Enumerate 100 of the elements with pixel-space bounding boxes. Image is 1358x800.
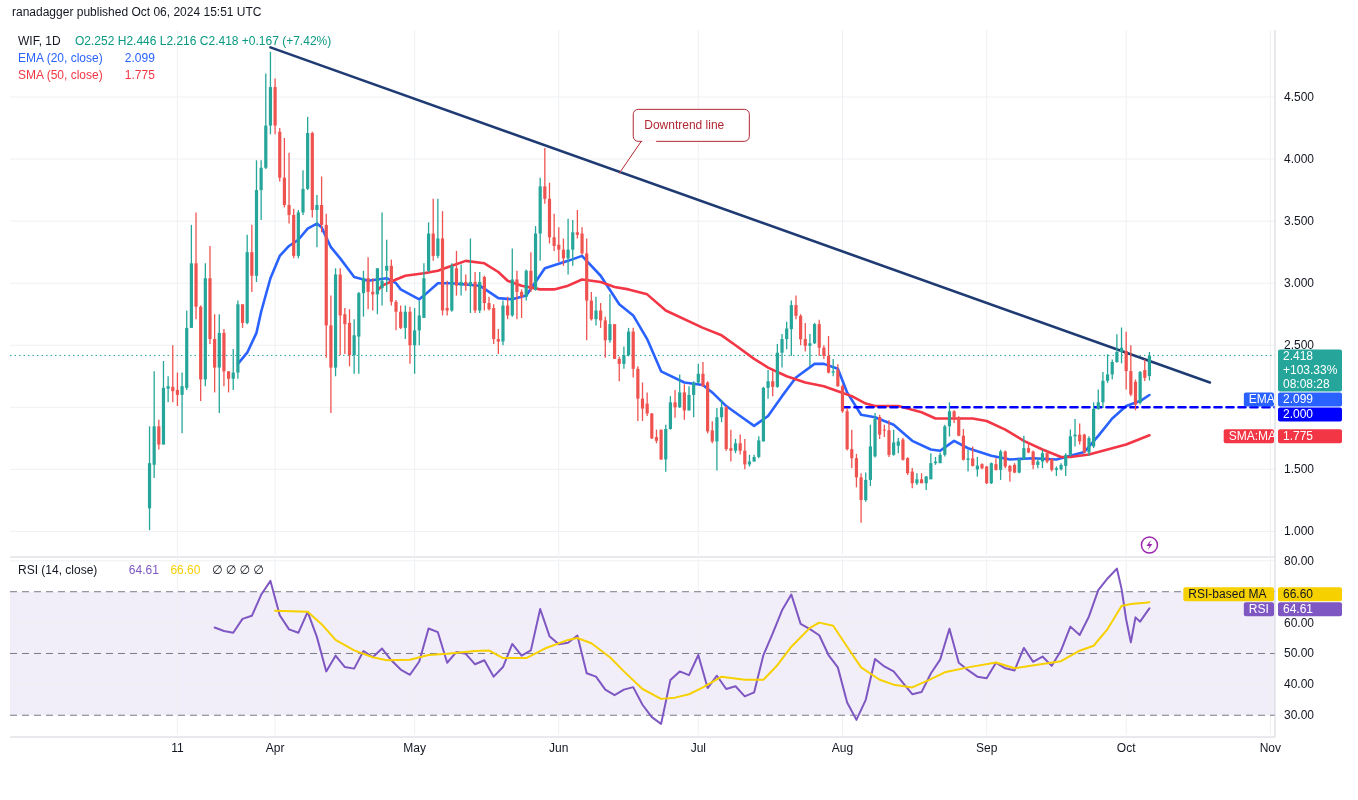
candlestick xyxy=(794,294,798,320)
candlestick xyxy=(157,419,161,451)
candlestick xyxy=(966,449,970,473)
chart-title: RSI (14, close) xyxy=(18,563,98,577)
chart-subtitle: ranadagger published Oct 06, 2024 15:51 UTC xyxy=(12,5,262,19)
candlestick xyxy=(580,226,584,256)
y-tick-label: 3.500 xyxy=(1284,214,1315,229)
candlestick xyxy=(1022,435,1026,461)
x-tick-label: 11 xyxy=(171,741,184,755)
candlestick xyxy=(1147,351,1152,382)
candlestick xyxy=(1133,378,1138,411)
candlestick xyxy=(785,321,789,350)
candlestick xyxy=(394,299,398,331)
text: 08:08:28 xyxy=(1283,377,1331,392)
annotation: O2.252 H2.446 L2.216 C2.418 +0.167 (+7.42%) xyxy=(75,34,332,48)
candlestick xyxy=(850,429,854,469)
candlestick xyxy=(640,381,645,422)
candlestick xyxy=(320,175,324,233)
candlestick xyxy=(719,399,724,423)
line-series xyxy=(376,259,1151,459)
candlestick xyxy=(645,391,649,417)
candlestick xyxy=(566,218,570,276)
annotation: 64.61 xyxy=(128,563,160,577)
candlestick xyxy=(1096,388,1100,411)
candlestick xyxy=(529,251,533,293)
y-tick-label: 1.500 xyxy=(1284,462,1315,477)
candlestick xyxy=(673,389,677,419)
candlestick xyxy=(878,414,882,440)
candlestick xyxy=(315,194,319,248)
candlestick xyxy=(515,270,519,320)
candlestick xyxy=(403,304,407,340)
candlestick xyxy=(1110,358,1114,381)
candlestick xyxy=(1101,371,1105,409)
candlestick xyxy=(710,420,714,444)
annotation: SMA:MA xyxy=(1228,429,1277,444)
candlestick xyxy=(864,471,868,503)
candlestick xyxy=(766,369,770,400)
y-tick-label: 50.00 xyxy=(1284,646,1315,661)
y-tick-label: 80.00 xyxy=(1284,553,1315,568)
candlestick xyxy=(622,345,626,370)
candlestick xyxy=(929,452,933,480)
text: SMA (50, close) xyxy=(18,68,103,82)
x-tick-label: Jul xyxy=(690,741,706,755)
ref-line-label: 2.418 xyxy=(1283,349,1314,364)
text: EMA (20, close) xyxy=(18,51,103,65)
annotation: 66.60 xyxy=(170,563,201,577)
candlestick xyxy=(454,250,459,297)
candlestick xyxy=(1040,449,1045,469)
candlestick xyxy=(771,370,775,397)
candlestick xyxy=(599,302,603,329)
candlestick xyxy=(259,159,263,221)
line-series xyxy=(274,601,1151,700)
candlestick xyxy=(999,449,1003,481)
candlestick xyxy=(1031,449,1035,471)
x-tick-label: Sep xyxy=(975,741,998,755)
candlestick xyxy=(682,383,686,421)
annotation: EMA xyxy=(1248,392,1275,407)
annotation: 2.099 xyxy=(124,51,156,65)
candlestick xyxy=(603,316,607,359)
candlestick xyxy=(385,239,389,293)
candlestick xyxy=(971,445,975,468)
candlestick xyxy=(1129,344,1133,397)
annotation: Downtrend line xyxy=(644,118,725,133)
candlestick xyxy=(678,373,682,409)
x-tick-label: Aug xyxy=(831,741,854,755)
candlestick xyxy=(431,198,435,262)
candlestick xyxy=(817,319,821,357)
candlestick xyxy=(287,152,291,225)
candlestick xyxy=(459,263,463,297)
candlestick xyxy=(552,213,556,252)
candlestick xyxy=(854,453,859,489)
candlestick xyxy=(468,237,473,314)
candlestick xyxy=(617,355,621,382)
text: +103.33% xyxy=(1283,363,1338,378)
candlestick xyxy=(250,224,254,293)
candlestick xyxy=(692,380,696,418)
x-tick-label: Nov xyxy=(1259,741,1282,755)
candlestick xyxy=(571,219,575,267)
candlestick xyxy=(799,313,803,346)
x-tick-label: Oct xyxy=(1116,741,1137,755)
candlestick xyxy=(1068,429,1072,458)
y-tick-label: 4.500 xyxy=(1284,90,1315,105)
candlestick xyxy=(496,328,500,355)
y-tick-label: 3.000 xyxy=(1284,276,1315,291)
chart-title: WIF, 1D xyxy=(18,34,61,48)
x-tick-label: Apr xyxy=(265,741,285,755)
y-tick-label: 1.000 xyxy=(1284,524,1315,539)
y-tick-label: 40.00 xyxy=(1284,677,1315,692)
line-series xyxy=(213,567,1151,725)
candlestick xyxy=(557,226,561,263)
candlestick xyxy=(803,322,807,353)
x-tick-label: Jun xyxy=(549,741,569,755)
candlestick xyxy=(826,335,831,375)
candlestick xyxy=(594,296,598,327)
candlestick xyxy=(399,304,403,330)
candlestick xyxy=(380,211,384,307)
candlestick xyxy=(519,288,524,319)
candlestick xyxy=(608,293,612,344)
candlestick xyxy=(361,270,366,318)
candlestick xyxy=(436,198,440,260)
